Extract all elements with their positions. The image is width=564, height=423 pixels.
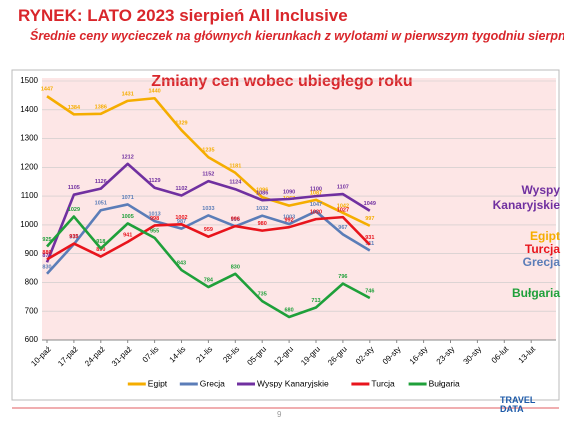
data-label: 830 <box>42 264 51 270</box>
y-tick-label: 600 <box>25 335 39 344</box>
subtitle: Średnie ceny wycieczek na głównych kieru… <box>30 29 564 43</box>
data-label: 1126 <box>95 179 107 185</box>
page-number: 9 <box>277 410 282 419</box>
data-label: 1096 <box>256 188 268 194</box>
y-tick-label: 700 <box>25 306 39 315</box>
data-label: 931 <box>365 235 374 241</box>
data-label: 997 <box>365 216 374 222</box>
data-label: 955 <box>150 228 159 234</box>
title: RYNEK: LATO 2023 sierpień All Inclusive <box>18 6 348 25</box>
data-label: 1003 <box>283 214 295 220</box>
series-line <box>45 162 371 263</box>
data-label: 996 <box>231 216 240 222</box>
data-label: 1212 <box>122 154 134 160</box>
data-label: 1002 <box>175 215 187 221</box>
series-side-label: Bułgaria <box>511 286 560 300</box>
data-label: 992 <box>285 218 294 224</box>
data-label: 1102 <box>176 186 188 192</box>
data-label: 870 <box>42 253 51 259</box>
data-label: 746 <box>365 288 374 294</box>
data-label: 918 <box>96 239 105 245</box>
data-label: 1447 <box>41 87 53 93</box>
data-label: 1049 <box>364 201 376 207</box>
data-label: 1087 <box>310 190 322 196</box>
data-label: 925 <box>42 237 51 243</box>
y-tick-label: 1000 <box>20 220 38 229</box>
data-label: 843 <box>177 261 186 267</box>
data-label: 1020 <box>310 210 322 216</box>
data-label: 941 <box>123 232 132 238</box>
y-tick-label: 800 <box>25 278 39 287</box>
data-label: 1033 <box>202 206 214 212</box>
data-label: 1051 <box>95 201 107 207</box>
data-label: 880 <box>42 250 51 256</box>
series-side-label: Wyspy Kanaryjskie <box>492 183 560 212</box>
chart-title: Zmiany cen wobec ubiegłego roku <box>151 73 412 90</box>
data-label: 1090 <box>283 189 295 195</box>
legend-label: Grecja <box>200 378 225 388</box>
logo: TRAVEL DATA <box>500 396 535 414</box>
data-label: 784 <box>204 278 214 284</box>
data-label: 1013 <box>148 212 160 218</box>
series-side-label: Turcja <box>524 242 560 256</box>
data-label: 1440 <box>148 89 160 95</box>
data-label: 1032 <box>256 206 268 212</box>
series-line <box>46 215 371 319</box>
data-label: 1105 <box>68 185 80 191</box>
data-label: 713 <box>311 298 320 304</box>
data-label: 735 <box>258 292 267 298</box>
data-label: 1029 <box>68 207 80 213</box>
logo-bottom: DATA <box>500 404 524 414</box>
series-line <box>46 203 371 275</box>
data-label: 1086 <box>256 191 268 197</box>
data-label: 796 <box>338 274 347 280</box>
y-tick-label: 1300 <box>20 134 38 143</box>
data-label: 980 <box>258 221 267 227</box>
data-label: 1071 <box>122 195 134 201</box>
data-label: 933 <box>69 235 78 241</box>
data-label: 1152 <box>202 172 214 178</box>
data-label: 1235 <box>202 148 214 154</box>
y-tick-label: 1100 <box>21 191 39 200</box>
data-label: 1386 <box>95 104 107 110</box>
data-label: 967 <box>338 225 347 231</box>
legend-label: Turcja <box>371 378 395 388</box>
series-side-label: Grecja <box>522 255 560 269</box>
data-label: 890 <box>96 247 105 253</box>
data-label: 1027 <box>337 208 349 214</box>
data-label: 830 <box>231 264 240 270</box>
data-label: 1129 <box>149 178 161 184</box>
series-line <box>46 95 371 227</box>
data-label: 959 <box>204 227 213 233</box>
series-line <box>46 215 371 261</box>
plot-area <box>42 78 556 340</box>
data-label: 1042 <box>337 203 349 209</box>
data-label: 1329 <box>175 121 187 127</box>
data-label: 998 <box>150 216 159 222</box>
data-label: 987 <box>177 219 186 225</box>
y-tick-label: 900 <box>25 249 39 258</box>
data-label: 1100 <box>310 187 322 193</box>
legend-label: Bułgaria <box>429 378 460 388</box>
y-tick-label: 1200 <box>20 162 38 171</box>
data-label: 1047 <box>310 202 322 208</box>
data-label: 1005 <box>122 214 134 220</box>
data-label: 1124 <box>229 180 242 186</box>
y-tick-label: 1500 <box>20 76 38 85</box>
data-label: 935 <box>69 234 78 240</box>
data-label: 1384 <box>68 105 81 111</box>
y-tick-label: 1400 <box>20 105 38 114</box>
data-label: 1431 <box>122 91 134 97</box>
legend-label: Wyspy Kanaryjskie <box>257 378 329 388</box>
series-side-label: Egipt <box>530 229 560 243</box>
logo-top: TRAVEL <box>500 395 536 405</box>
data-label: 1107 <box>337 185 349 191</box>
legend-label: Egipt <box>148 378 168 388</box>
data-label: 1181 <box>229 163 241 169</box>
data-label: 680 <box>285 307 294 313</box>
data-label: 995 <box>231 217 240 223</box>
